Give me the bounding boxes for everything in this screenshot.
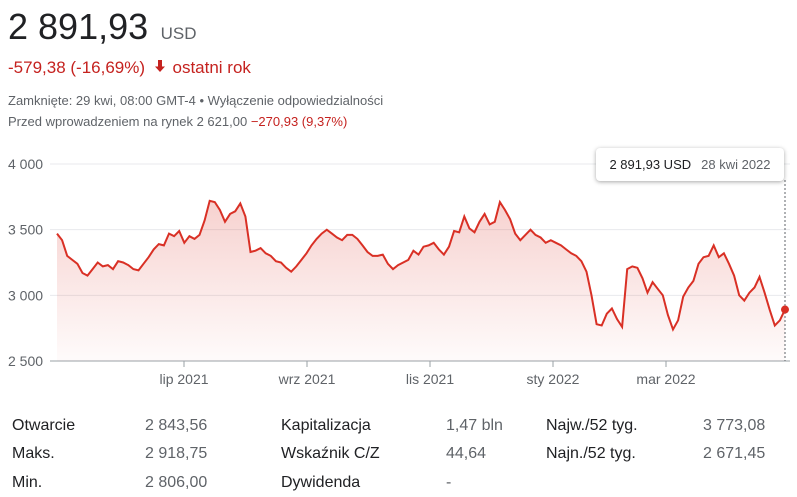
- x-tick-label: sty 2022: [527, 371, 580, 387]
- tooltip-value: 2 891,93 USD: [609, 157, 692, 172]
- hover-dot: [781, 305, 789, 314]
- stat-value-pe-ratio: 44,64: [446, 445, 487, 462]
- stat-label-52w-high: Najw./52 tyg.: [546, 417, 638, 434]
- stat-label-52w-low: Najn./52 tyg.: [546, 445, 636, 462]
- y-tick-label: 4 000: [8, 156, 43, 172]
- stat-label-high: Maks.: [12, 445, 55, 462]
- stat-label-low: Min.: [12, 474, 43, 491]
- x-tick-label: lip 2021: [159, 371, 208, 387]
- change-period: ostatni rok: [172, 58, 251, 77]
- separator: •: [195, 93, 208, 108]
- x-tick-label: lis 2021: [406, 371, 454, 387]
- stat-label-dividend: Dywidenda: [281, 474, 361, 491]
- arrow-down-icon: [154, 58, 166, 78]
- price-area: [57, 200, 785, 361]
- stat-label-open: Otwarcie: [12, 417, 76, 434]
- disclaimer-link[interactable]: Wyłączenie odpowiedzialności: [207, 93, 384, 108]
- market-status: Zamknięte: 29 kwi, 08:00 GMT-4 • Wyłącze…: [8, 93, 383, 108]
- y-tick-label: 2 500: [8, 353, 43, 369]
- currency-label: USD: [160, 24, 197, 43]
- stat-value-dividend: -: [446, 474, 452, 491]
- stat-label-market-cap: Kapitalizacja: [281, 417, 371, 434]
- change-value: -579,38 (-16,69%): [8, 58, 146, 77]
- closed-time: Zamknięte: 29 kwi, 08:00 GMT-4: [8, 93, 196, 108]
- x-tick-label: wrz 2021: [278, 371, 336, 387]
- x-tick-label: mar 2022: [636, 371, 695, 387]
- premarket-info: Przed wprowadzeniem na rynek 2 621,00 −2…: [8, 114, 347, 129]
- current-price: 2 891,93: [8, 6, 149, 47]
- stat-value-52w-high: 3 773,08: [703, 417, 766, 434]
- price-chart[interactable]: 4 000 3 500 3 000 2 500 lip 2021 wrz 2021 lis…: [0, 140, 797, 395]
- stat-value-low: 2 806,00: [145, 474, 208, 491]
- stat-value-market-cap: 1,47 bln: [446, 417, 503, 434]
- stat-value-high: 2 918,75: [145, 445, 208, 462]
- price-header: 2 891,93 USD: [8, 6, 197, 48]
- price-change: -579,38 (-16,69%) ostatni rok: [8, 58, 251, 78]
- premarket-price: Przed wprowadzeniem na rynek 2 621,00: [8, 114, 248, 129]
- stat-label-pe-ratio: Wskaźnik C/Z: [281, 445, 380, 462]
- premarket-change: −270,93 (9,37%): [250, 114, 348, 129]
- y-tick-label: 3 000: [8, 287, 43, 303]
- tooltip-date: 28 kwi 2022: [701, 157, 771, 172]
- chart-tooltip: 2 891,93 USD 28 kwi 2022: [596, 148, 784, 181]
- stat-value-open: 2 843,56: [145, 417, 208, 434]
- price-line: [56, 199, 786, 332]
- y-tick-label: 3 500: [8, 222, 43, 238]
- stat-value-52w-low: 2 671,45: [703, 445, 766, 462]
